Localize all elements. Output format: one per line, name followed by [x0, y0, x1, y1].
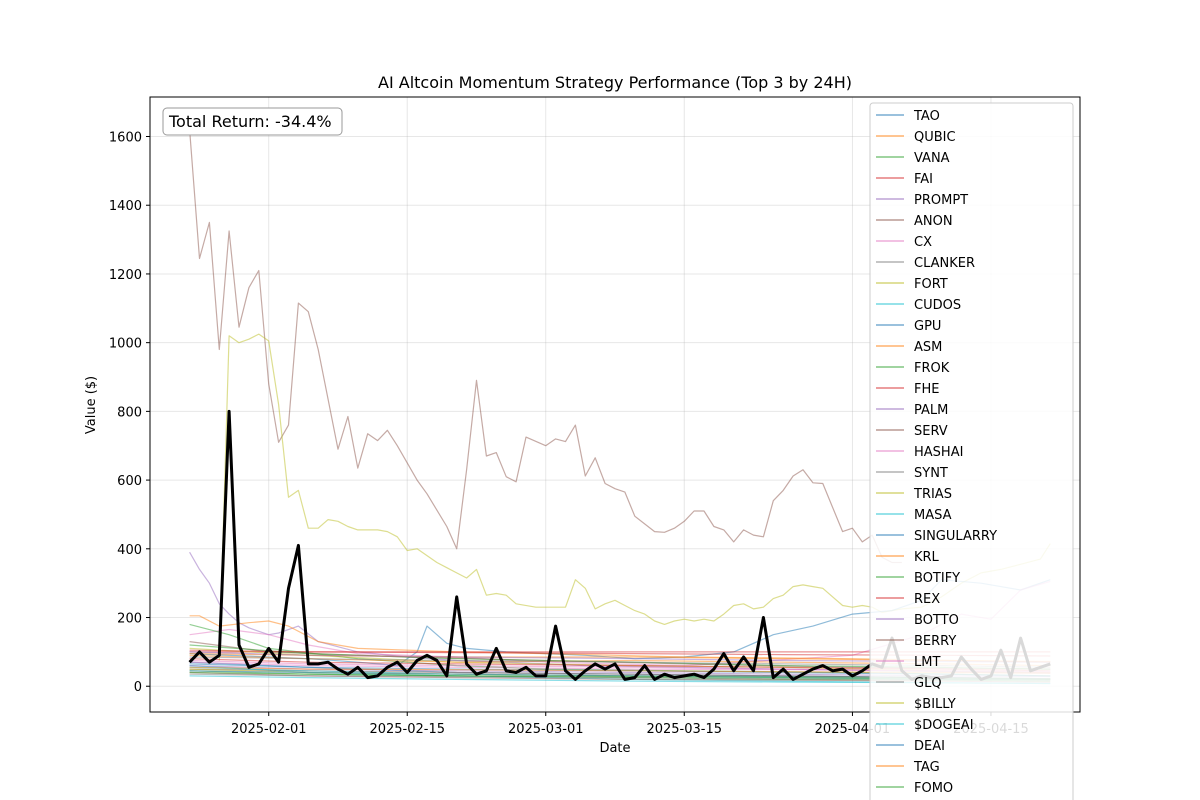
- legend-item: SINGULARRY: [876, 529, 997, 544]
- legend-item: $DOGEAI: [876, 718, 974, 733]
- legend-label: PROMPT: [914, 193, 968, 208]
- legend-label: QUBIC: [914, 130, 956, 145]
- legend-item: ANON: [876, 214, 953, 229]
- legend-label: PALM: [914, 403, 948, 418]
- legend-item: FORT: [876, 277, 948, 292]
- axes-frame: [149, 96, 1081, 713]
- legend-item: TAO: [876, 109, 940, 124]
- legend-item: TAG: [876, 760, 940, 775]
- legend-label: KRL: [914, 550, 940, 565]
- legend-label: TRIAS: [913, 487, 952, 502]
- legend-label: BOTIFY: [914, 571, 960, 586]
- legend-label: $BILLY: [914, 697, 956, 712]
- legend-item: PALM: [876, 403, 948, 418]
- legend-label: FHE: [914, 382, 939, 397]
- legend-item: MASA: [876, 508, 952, 523]
- legend-label: $DOGEAI: [914, 718, 974, 733]
- y-tick-label: 200: [117, 612, 142, 627]
- legend-item: $BILLY: [876, 697, 956, 712]
- legend-label: CLANKER: [914, 256, 975, 271]
- legend-label: DEAI: [914, 739, 945, 754]
- legend-label: FORT: [914, 277, 948, 292]
- y-tick-label: 1000: [109, 337, 142, 352]
- legend-item: FAI: [876, 172, 933, 187]
- x-tick-label: 2025-03-01: [508, 722, 584, 737]
- legend-item: FHE: [876, 382, 939, 397]
- legend-item: CUDOS: [876, 298, 961, 313]
- y-axis-label: Value ($): [84, 376, 99, 434]
- y-tick-label: 0: [134, 680, 142, 695]
- legend: TAO QUBIC VANA FAI PROMPT ANON CX CLANKER FORT CU…: [869, 102, 1074, 800]
- legend-label: ASM: [914, 340, 942, 355]
- legend-item: VANA: [876, 151, 950, 166]
- legend-label: FOMO: [914, 781, 953, 796]
- x-tick-label: 2025-02-15: [369, 722, 445, 737]
- legend-label: BOTTO: [914, 613, 959, 628]
- total-return-annotation: Total Return: -34.4%: [162, 107, 343, 136]
- y-tick-label: 1600: [109, 131, 142, 146]
- legend-item: GPU: [876, 319, 941, 334]
- legend-item: CLANKER: [876, 256, 975, 271]
- legend-item: DEAI: [876, 739, 945, 754]
- legend-item: FROK: [876, 361, 950, 376]
- legend-label: BERRY: [914, 634, 956, 649]
- legend-item: ASM: [876, 340, 942, 355]
- legend-item: REX: [876, 592, 940, 607]
- legend-item: BOTIFY: [876, 571, 960, 586]
- legend-label: GPU: [914, 319, 941, 334]
- legend-label: FROK: [914, 361, 950, 376]
- y-tick-label: 1400: [109, 199, 142, 214]
- legend-item: BOTTO: [876, 613, 959, 628]
- legend-label: MASA: [914, 508, 952, 523]
- legend-item: HASHAI: [876, 445, 963, 460]
- legend-label: HASHAI: [914, 445, 963, 460]
- legend-frame: [869, 102, 1074, 800]
- legend-item: BERRY: [876, 634, 956, 649]
- y-tick-label: 400: [117, 543, 142, 558]
- y-tick-label: 600: [117, 474, 142, 489]
- legend-label: TAO: [913, 109, 940, 124]
- legend-item: TRIAS: [876, 487, 952, 502]
- legend-label: FAI: [914, 172, 933, 187]
- legend-label: CUDOS: [914, 298, 961, 313]
- x-tick-label: 2025-03-15: [646, 722, 722, 737]
- annotation-text: Total Return: -34.4%: [168, 112, 332, 131]
- series-line-trias: [218, 333, 1051, 661]
- legend-label: VANA: [914, 151, 950, 166]
- legend-label: SYNT: [914, 466, 948, 481]
- x-tick-label: 2025-02-01: [231, 722, 307, 737]
- x-axis-label: Date: [599, 741, 630, 756]
- legend-label: SERV: [914, 424, 948, 439]
- legend-item: PROMPT: [876, 193, 968, 208]
- legend-item: KRL: [876, 550, 940, 565]
- legend-label: SINGULARRY: [914, 529, 997, 544]
- y-axis: 0 200 400 600 800 1000 1200 1400 1600: [109, 131, 150, 695]
- annotation-box: [162, 107, 343, 136]
- legend-item: LMT: [876, 655, 940, 670]
- legend-label: REX: [914, 592, 940, 607]
- legend-item: GLQ: [876, 676, 942, 691]
- legend-label: ANON: [914, 214, 953, 229]
- legend-item: CX: [876, 235, 932, 250]
- legend-label: LMT: [914, 655, 940, 670]
- legend-label: GLQ: [914, 676, 942, 691]
- legend-item: SYNT: [876, 466, 948, 481]
- legend-item: QUBIC: [876, 130, 956, 145]
- chart-title: AI Altcoin Momentum Strategy Performance…: [378, 73, 852, 92]
- y-tick-label: 800: [117, 405, 142, 420]
- series-line-clanker: [189, 129, 902, 564]
- legend-label: TAG: [913, 760, 940, 775]
- y-tick-label: 1200: [109, 268, 142, 283]
- legend-item: SERV: [876, 424, 948, 439]
- legend-label: CX: [914, 235, 932, 250]
- legend-item: FOMO: [876, 781, 953, 796]
